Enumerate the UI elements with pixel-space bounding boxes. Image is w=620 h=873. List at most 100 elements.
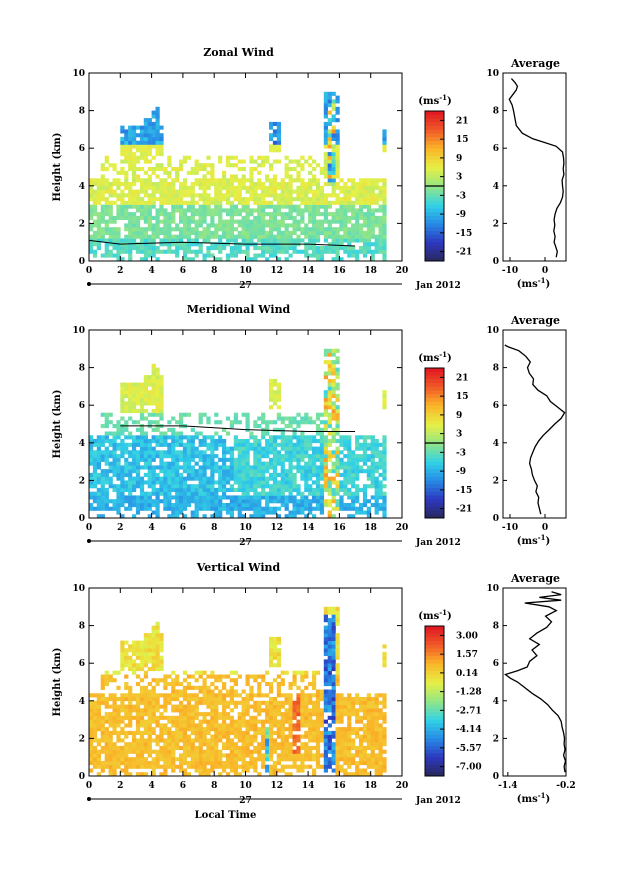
heatmap-cell [194,182,199,187]
heatmap-cell [120,238,125,243]
heatmap-cell [355,215,360,220]
heatmap-cell [147,700,152,705]
heatmap-cell [233,719,238,724]
heatmap-cell [96,749,101,754]
heatmap-cell [315,506,321,511]
heatmap-cell [206,435,211,440]
heatmap-cell [104,178,109,183]
heatmap-cell [147,253,152,258]
heatmap-cell [229,738,234,743]
heatmap-cell [272,708,278,713]
heatmap-cell [304,749,309,754]
heatmap-cell [237,442,242,447]
x-tick-label: 20 [396,523,409,533]
colorbar-band [425,148,444,153]
heatmap-cell [190,238,195,243]
heatmap-cell [124,472,129,477]
heatmap-cell [229,238,234,243]
heatmap-cell [362,442,368,447]
heatmap-cell [323,484,328,489]
heatmap-cell [179,182,184,187]
heatmap-cell [339,465,344,470]
heatmap-cell [151,409,156,414]
heatmap-cell [249,178,254,183]
heatmap-cell [312,753,317,758]
heatmap-cell [100,734,105,739]
heatmap-cell [163,185,168,190]
heatmap-cell [225,495,231,500]
heatmap-cell [370,472,375,477]
heatmap-cell [304,670,309,675]
heatmap-cell [194,242,199,247]
heatmap-cell [343,484,348,489]
x-tick-label: 2 [117,266,123,276]
heatmap-cell [155,397,160,402]
heatmap-cell [382,242,387,247]
heatmap-cell [182,446,188,451]
heatmap-cell [288,167,293,172]
heatmap-cell [100,499,105,504]
heatmap-cell [276,461,281,466]
colorbar-band [425,473,444,478]
heatmap-cell [339,227,344,232]
heatmap-cell [331,412,336,417]
heatmap-cell [269,182,274,187]
heatmap-cell [167,446,172,451]
heatmap-cell [116,723,121,728]
heatmap-cell [206,772,211,777]
heatmap-cell [276,140,281,145]
heatmap-cell [229,208,234,213]
heatmap-cell [147,249,152,254]
heatmap-cell [335,450,340,455]
heatmap-cell [159,182,164,187]
heatmap-cell [265,734,270,739]
heatmap-cell [319,189,324,194]
heatmap-cell [151,491,156,496]
heatmap-cell [198,499,203,504]
heatmap-cell [120,753,125,758]
heatmap-cell [382,197,387,202]
heatmap-cell [241,178,246,183]
heatmap-cell [241,159,246,164]
heatmap-cell [269,495,274,500]
heatmap-cell [182,734,188,739]
heatmap-cell [245,215,250,220]
heatmap-cell [108,734,113,739]
heatmap-cell [143,651,148,656]
heatmap-cell [265,764,270,769]
heatmap-cell [190,674,195,679]
heatmap-cell [269,200,274,205]
heatmap-cell [312,678,317,683]
heatmap-cell [147,121,152,126]
heatmap-cell [308,472,313,477]
heatmap-cell [335,140,340,145]
heatmap-cell [327,200,332,205]
heatmap-cell [116,431,121,436]
heatmap-cell [233,745,238,750]
heatmap-cell [89,234,94,239]
heatmap-cell [214,491,219,496]
heatmap-cell [280,249,285,254]
heatmap-cell [222,182,227,187]
heatmap-cell [112,450,117,455]
heatmap-cell [202,227,207,232]
heatmap-cell [359,234,364,239]
heatmap-cell [292,715,297,720]
heatmap-cell [210,712,215,717]
heatmap-cell [308,204,313,209]
heatmap-cell [194,708,199,713]
heatmap-cell [132,446,137,451]
colorbar-band [425,484,444,489]
heatmap-cell [362,435,368,440]
heatmap-cell [233,212,238,217]
heatmap-cell [159,469,164,474]
heatmap-cell [206,730,211,735]
heatmap-cell [315,412,321,417]
heatmap-cell [147,136,152,141]
heatmap-cell [179,708,184,713]
heatmap-cell [249,753,254,758]
heatmap-cell [194,727,199,732]
heatmap-cell [327,360,332,365]
heatmap-cell [304,185,309,190]
heatmap-cell [323,764,328,769]
